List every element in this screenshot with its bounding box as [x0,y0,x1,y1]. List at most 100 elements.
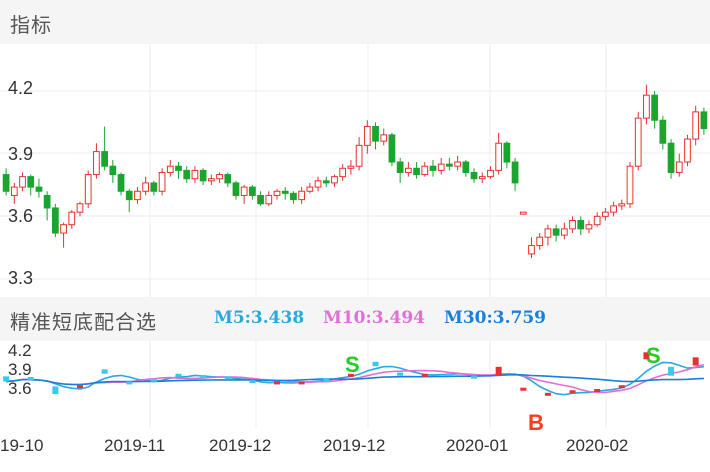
y-tick-3-3: 3.3 [8,268,34,288]
ind-candle [372,361,379,367]
ind-candle [446,373,453,377]
x-tick-3: 2019-12 [209,436,272,455]
candle [404,162,412,177]
candle [544,224,552,246]
candle [109,159,117,183]
candle [117,172,125,196]
candle [158,168,166,196]
candle [536,233,544,250]
candle [618,199,626,211]
ind-candle [274,381,281,385]
main-panel-header: 指标 [0,0,710,44]
candle [380,128,388,146]
candle [175,162,182,179]
candle [470,168,478,183]
candle [421,162,429,177]
candle [396,157,404,183]
ind-candle [347,373,354,377]
ind-candle [298,381,305,385]
candle [610,201,617,217]
candle [495,132,503,175]
ind-candle [101,369,108,374]
candle [355,136,363,171]
ind-candle [618,385,625,389]
indicator-chart[interactable] [0,341,710,429]
ma10-legend: M10:3.494 [323,308,425,328]
candle [35,178,43,198]
candle [249,185,256,200]
candlestick-chart[interactable] [0,44,710,297]
ind-candle [150,378,157,382]
ma5-legend: M5:3.438 [214,308,305,328]
candle [577,216,585,236]
candle [372,122,379,150]
candle [626,162,634,208]
ind-candle [569,390,576,394]
ind-y-tick-4-2: 4.2 [8,341,32,360]
ind-candle [471,375,478,379]
candle [437,157,445,175]
main-panel-title: 指标 [10,15,52,37]
ind-candle [52,386,59,395]
candle [224,172,232,188]
ind-candle [544,392,551,396]
candle [331,174,338,188]
candle [454,155,461,171]
candle [60,222,67,248]
ind-candle [692,357,699,366]
ind-candle [323,378,330,382]
ind-candle [397,372,404,376]
ind-candle [175,373,182,377]
candle [306,182,314,194]
y-tick-3-6: 3.6 [8,206,34,226]
ind-candle [76,385,83,389]
candle [76,201,84,217]
candle [347,159,355,175]
candle [134,187,141,204]
ind-candle [3,376,10,382]
candle [281,187,289,200]
candle [429,159,437,177]
candle [290,191,297,204]
candle [166,159,174,177]
ind-candle [249,380,256,384]
candle [413,162,420,179]
ind-candle [668,366,675,376]
candle [519,211,527,215]
candle [692,105,700,146]
buy-signal: B [528,410,544,435]
candle [478,172,486,183]
candle [552,224,560,242]
candle [593,212,601,227]
candle [643,84,650,125]
candle [142,176,150,196]
candle [2,168,10,196]
candle [667,139,675,179]
candle [339,164,347,181]
candle [43,191,51,221]
ind-candle [495,366,502,376]
x-tick-2: 2019-11 [104,436,166,455]
candle [651,91,659,129]
candle [659,116,667,150]
candle [273,189,281,200]
ind-candle [200,375,207,379]
candle [511,157,519,192]
candle [216,172,223,183]
x-tick-1: 19-10 [0,436,44,455]
candle [68,210,76,229]
candle [125,189,133,213]
ma30-legend: M30:3.759 [444,308,546,328]
ind-y-tick-3-9: 3.9 [8,360,32,379]
candle [585,220,593,234]
candle [199,168,207,185]
ma5-line [6,361,704,396]
x-tick-5: 2020-01 [446,436,509,455]
candle [27,174,35,196]
y-tick-3-9: 3.9 [8,144,34,164]
ind-candle [520,387,527,391]
candle [10,182,18,204]
candle [191,166,199,183]
ind-candle [643,352,650,360]
ind-y-tick-3-6: 3.6 [8,379,32,398]
